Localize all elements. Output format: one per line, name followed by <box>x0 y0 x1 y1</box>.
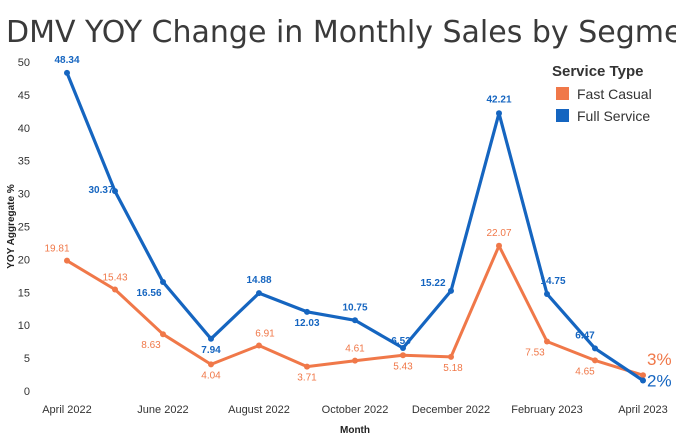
data-label-fast-casual: 4.65 <box>575 366 595 377</box>
end-label-full-service: 2% <box>647 371 672 390</box>
data-point-full-service <box>496 110 502 117</box>
x-axis-ticks: April 2022 June 2022 August 2022 October 20… <box>42 404 668 416</box>
x-tick-label: April 2022 <box>42 404 92 416</box>
data-label-fast-casual: 6.91 <box>255 329 275 340</box>
data-point-fast-casual <box>592 357 598 364</box>
series-fast-casual: 19.81 15.43 8.63 4.04 6.91 3.71 4.61 5.43 5.18 22… <box>44 228 671 384</box>
legend-swatch-full-service <box>556 109 569 122</box>
data-label-full-service: 15.22 <box>420 278 445 289</box>
x-tick-label: October 2022 <box>322 404 389 416</box>
data-label-fast-casual: 22.07 <box>486 228 511 239</box>
data-label-fast-casual: 5.43 <box>393 361 413 372</box>
y-axis-title: YOY Aggregate % <box>6 184 17 269</box>
data-label-full-service: 14.88 <box>246 275 271 286</box>
y-tick-label: 25 <box>18 222 30 234</box>
y-tick-label: 20 <box>18 254 30 266</box>
legend-swatch-fast-casual <box>556 87 569 100</box>
data-point-full-service <box>544 290 550 297</box>
series-full-service: 48.34 30.37 16.56 7.94 14.88 12.03 10.75 6.53 15… <box>54 55 671 391</box>
y-tick-label: 15 <box>18 287 30 299</box>
data-point-fast-casual <box>208 361 214 368</box>
y-tick-label: 10 <box>18 320 30 332</box>
data-label-full-service: 12.03 <box>294 318 319 329</box>
data-point-fast-casual <box>304 363 310 370</box>
legend-label-fast-casual[interactable]: Fast Casual <box>577 86 652 102</box>
data-point-fast-casual <box>544 338 550 345</box>
data-point-fast-casual <box>160 331 166 338</box>
data-label-fast-casual: 4.04 <box>201 370 221 381</box>
data-point-full-service <box>112 188 118 195</box>
data-label-fast-casual: 8.63 <box>141 340 161 351</box>
data-point-full-service <box>304 308 310 315</box>
data-label-fast-casual: 15.43 <box>102 272 127 283</box>
data-label-full-service: 42.21 <box>486 94 511 105</box>
data-label-fast-casual: 3.71 <box>297 373 317 384</box>
x-tick-label: April 2023 <box>618 404 668 416</box>
data-point-fast-casual <box>64 257 70 264</box>
data-point-fast-casual <box>640 372 646 379</box>
y-tick-label: 30 <box>18 189 30 201</box>
legend-title: Service Type <box>552 63 643 80</box>
data-point-fast-casual <box>496 242 502 249</box>
x-tick-label: December 2022 <box>412 404 490 416</box>
y-tick-label: 0 <box>24 386 30 398</box>
data-point-full-service <box>352 317 358 324</box>
x-axis-title: Month <box>340 425 370 436</box>
data-label-full-service: 16.56 <box>136 288 161 299</box>
y-tick-label: 40 <box>18 123 30 135</box>
data-point-fast-casual <box>256 342 262 349</box>
data-point-full-service <box>64 69 70 76</box>
series-layer: 19.81 15.43 8.63 4.04 6.91 3.71 4.61 5.43 5.18 22… <box>44 55 671 391</box>
data-point-full-service <box>400 345 406 352</box>
data-point-full-service <box>160 279 166 286</box>
data-point-fast-casual <box>400 352 406 359</box>
x-tick-label: August 2022 <box>228 404 290 416</box>
data-label-full-service: 6.53 <box>391 336 411 347</box>
data-label-full-service: 10.75 <box>342 302 367 313</box>
data-label-fast-casual: 19.81 <box>44 244 69 255</box>
x-tick-label: June 2022 <box>137 404 188 416</box>
y-tick-label: 5 <box>24 353 30 365</box>
data-label-full-service: 14.75 <box>540 276 565 287</box>
data-label-fast-casual: 5.18 <box>443 363 463 374</box>
data-point-fast-casual <box>352 357 358 364</box>
data-point-full-service <box>592 345 598 352</box>
chart-title: DMV YOY Change in Monthly Sales by Segme… <box>6 15 676 50</box>
data-point-fast-casual <box>112 286 118 293</box>
x-tick-label: February 2023 <box>511 404 583 416</box>
y-tick-label: 35 <box>18 156 30 168</box>
legend[interactable]: Service Type Fast Casual Full Service <box>552 63 652 124</box>
data-point-full-service <box>256 290 262 297</box>
y-axis-ticks: 0 5 10 15 20 25 30 35 40 45 50 <box>18 57 30 398</box>
data-label-full-service: 6.47 <box>575 330 595 341</box>
y-tick-label: 50 <box>18 57 30 69</box>
data-label-full-service: 48.34 <box>54 55 79 66</box>
data-label-fast-casual: 4.61 <box>345 344 365 355</box>
data-point-full-service <box>208 335 214 342</box>
y-tick-label: 45 <box>18 90 30 102</box>
end-label-fast-casual: 3% <box>647 350 672 369</box>
data-label-full-service: 7.94 <box>201 345 221 356</box>
data-point-full-service <box>640 377 646 384</box>
data-point-full-service <box>448 287 454 294</box>
data-point-fast-casual <box>448 353 454 360</box>
data-label-full-service: 30.37 <box>88 185 113 196</box>
legend-label-full-service[interactable]: Full Service <box>577 108 650 124</box>
data-label-fast-casual: 7.53 <box>525 347 545 358</box>
